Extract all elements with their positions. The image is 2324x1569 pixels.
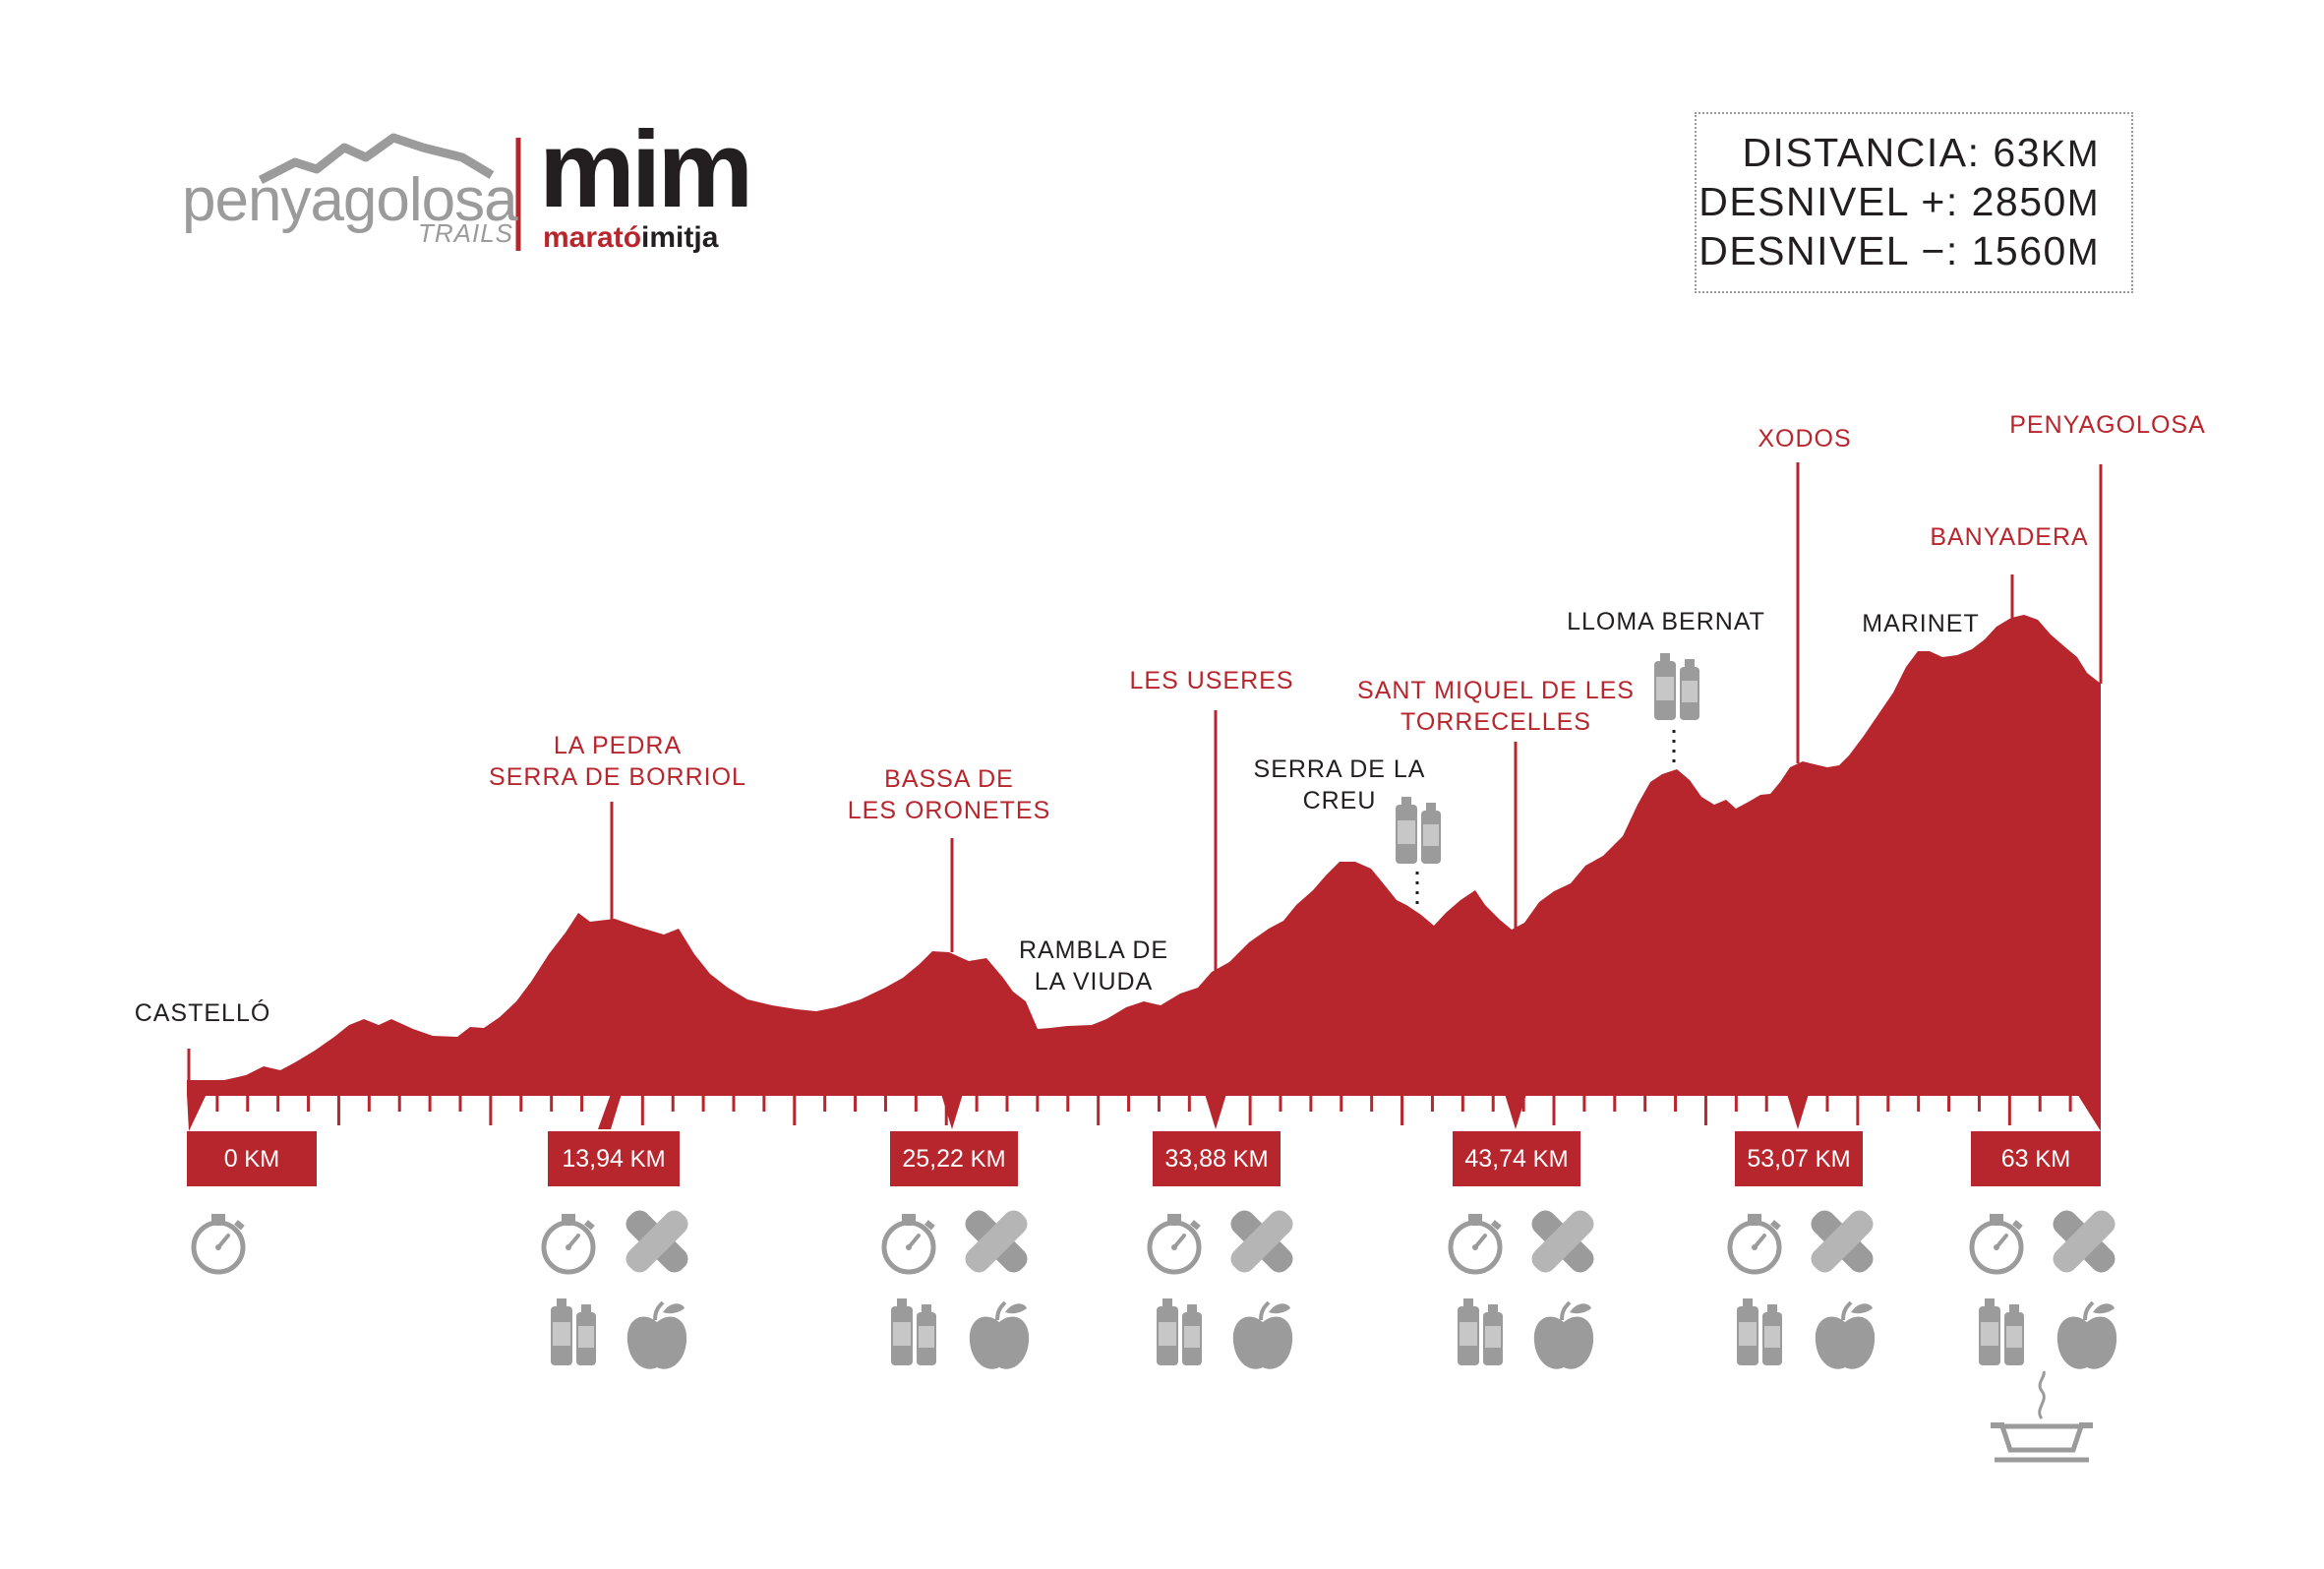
water-icon: [1979, 1298, 2024, 1365]
loss-unit: M: [2066, 232, 2100, 273]
place-markers: [187, 462, 2103, 1080]
km-box-4: 43,74 KM: [1453, 1131, 1580, 1186]
race-stats-box: DISTANCIA: 63KM DESNIVEL +: 2850M DESNIV…: [1695, 112, 2133, 293]
label-la-pedra: LA PEDRA SERRA DE BORRIOL: [489, 732, 746, 791]
pointer-13: [598, 1094, 622, 1129]
label-penyagolosa: PENYAGOLOSA: [2009, 411, 2206, 439]
pointer-33: [1205, 1094, 1226, 1129]
food-icon: [625, 1300, 689, 1371]
pointer-43: [1505, 1094, 1526, 1129]
first-aid-icon: [1526, 1205, 1599, 1278]
distance-unit: KM: [2041, 134, 2100, 175]
food-icon: [1813, 1300, 1877, 1371]
mim-wordmark: mim: [539, 109, 753, 230]
distance-stat: DISTANCIA: 63KM: [1742, 130, 2100, 176]
km-box-1: 13,94 KM: [548, 1131, 680, 1186]
km-box-3: 33,88 KM: [1153, 1131, 1281, 1186]
label-xodos: XODOS: [1758, 425, 1852, 453]
water-icon-lloma-bernat: [1654, 653, 1699, 720]
label-marinet: MARINET: [1862, 610, 1980, 637]
hot-meal-icon: [1991, 1371, 2093, 1460]
marato-imitja-wordmark: maratóimitja: [543, 221, 718, 255]
water-icon: [1737, 1298, 1782, 1365]
elevation-area: [187, 615, 2101, 1094]
mountain-logo-icon: [258, 133, 521, 251]
timing-icon: [884, 1214, 935, 1272]
gain-stat: DESNIVEL +: 2850M: [1698, 179, 2100, 225]
label-sant-miquel: SANT MIQUEL DE LES TORRECELLES: [1357, 677, 1635, 736]
penyagolosa-wordmark: penyagolosa: [182, 166, 518, 234]
first-aid-icon: [1806, 1205, 1878, 1278]
label-les-useres: LES USERES: [1129, 667, 1294, 694]
water-icon: [1458, 1298, 1503, 1365]
label-serra-creu: SERRA DE LA CREU: [1253, 755, 1426, 815]
gain-value: 2850: [1971, 179, 2067, 224]
first-aid-icon: [960, 1205, 1033, 1278]
food-icon: [2055, 1300, 2119, 1371]
first-aid-icon: [621, 1205, 693, 1278]
water-icon: [891, 1298, 936, 1365]
food-icon: [1531, 1300, 1596, 1371]
label-rambla: RAMBLA DE LA VIUDA: [1018, 936, 1169, 996]
pointer-25: [941, 1094, 963, 1129]
timing-icon: [544, 1214, 595, 1272]
pointer-63: [2077, 1094, 2101, 1131]
km-box-6: 63 KM: [1971, 1131, 2101, 1186]
pointer-0: [187, 1094, 207, 1131]
water-icon: [1157, 1298, 1202, 1365]
marato-text: marató: [543, 221, 642, 254]
label-castello: CASTELLÓ: [134, 999, 271, 1027]
loss-label: DESNIVEL −:: [1698, 228, 1972, 273]
first-aid-icon: [2048, 1205, 2120, 1278]
food-icon: [1230, 1300, 1295, 1371]
timing-icon: [194, 1214, 245, 1272]
distance-label: DISTANCIA:: [1742, 130, 1994, 175]
axis-line: [187, 1092, 2101, 1096]
food-icon: [967, 1300, 1032, 1371]
first-aid-icon: [1225, 1205, 1298, 1278]
km-box-2: 25,22 KM: [890, 1131, 1018, 1186]
loss-stat: DESNIVEL −: 1560M: [1698, 228, 2100, 274]
km-axis: [187, 1092, 2101, 1125]
trails-wordmark: TRAILS: [418, 218, 514, 248]
label-banyadera: BANYADERA: [1930, 523, 2089, 551]
water-icon: [551, 1298, 596, 1365]
imitja-text: imitja: [641, 221, 719, 254]
distance-value: 63: [1993, 130, 2041, 175]
label-bassa: BASSA DE LES ORONETES: [847, 765, 1051, 824]
km-box-0: 0 KM: [187, 1131, 317, 1186]
timing-icon: [1451, 1214, 1502, 1272]
loss-value: 1560: [1971, 228, 2067, 273]
timing-icon: [1150, 1214, 1201, 1272]
timing-icon: [1972, 1214, 2023, 1272]
km-box-5: 53,07 KM: [1735, 1131, 1863, 1186]
timing-icon: [1730, 1214, 1781, 1272]
pointer-53: [1787, 1094, 1809, 1129]
checkpoint-services: [194, 1205, 2120, 1460]
gain-unit: M: [2066, 183, 2100, 224]
gain-label: DESNIVEL +:: [1698, 179, 1972, 224]
label-lloma-bernat: LLOMA BERNAT: [1567, 608, 1765, 635]
checkpoint-pointers: [187, 1094, 2101, 1131]
